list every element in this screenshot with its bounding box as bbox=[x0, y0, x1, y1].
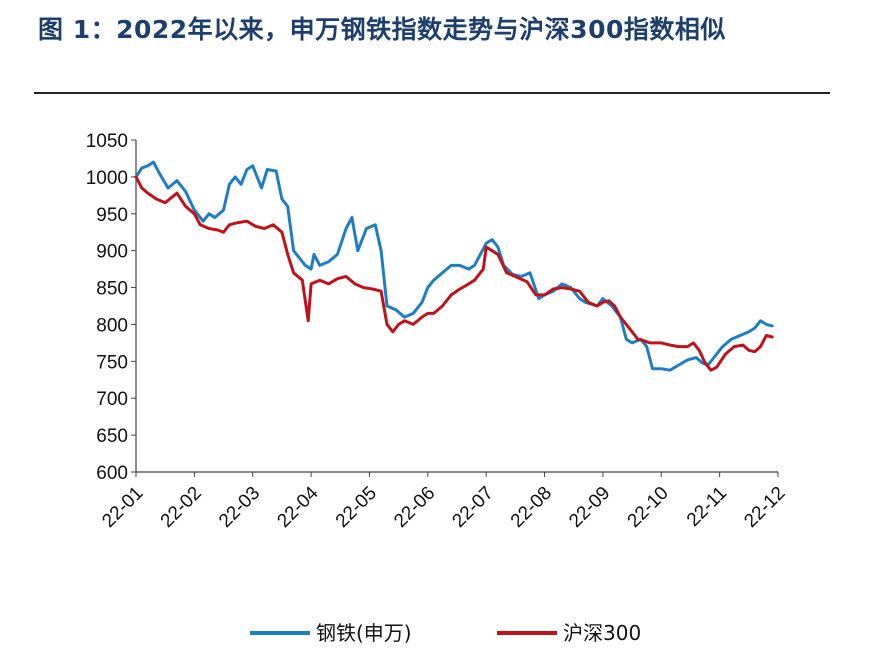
y-tick-label: 900 bbox=[96, 242, 128, 263]
x-tick-label: 22-07 bbox=[448, 483, 497, 532]
legend-label: 钢铁(申万) bbox=[316, 621, 412, 645]
y-tick-label: 1000 bbox=[86, 168, 128, 189]
x-tick-label: 22-05 bbox=[332, 483, 381, 532]
x-tick-label: 22-11 bbox=[683, 483, 731, 531]
legend-label: 沪深300 bbox=[563, 621, 641, 645]
x-tick-label: 22-10 bbox=[624, 483, 673, 532]
x-tick-label: 22-06 bbox=[390, 483, 439, 532]
x-tick-label: 22-12 bbox=[740, 483, 789, 532]
x-tick-label: 22-01 bbox=[98, 483, 147, 532]
series-line-steel bbox=[134, 160, 774, 372]
chart-title: 图 1：2022年以来，申万钢铁指数走势与沪深300指数相似 bbox=[38, 15, 726, 44]
y-tick-label: 1050 bbox=[86, 131, 128, 152]
title-divider bbox=[34, 92, 830, 94]
x-tick-label: 22-04 bbox=[273, 482, 323, 532]
y-tick-label: 700 bbox=[96, 389, 128, 410]
x-tick-label: 22-02 bbox=[157, 483, 206, 532]
x-tick-label: 22-09 bbox=[565, 483, 614, 532]
x-tick-label: 22-03 bbox=[215, 483, 264, 532]
y-tick-label: 800 bbox=[96, 315, 128, 336]
legend: 钢铁(申万) 沪深300 bbox=[250, 621, 641, 645]
x-tick-label: 22-08 bbox=[507, 483, 556, 532]
y-tick-label: 650 bbox=[96, 426, 128, 447]
y-tick-label: 850 bbox=[96, 279, 128, 300]
y-tick-label: 950 bbox=[96, 205, 128, 226]
y-tick-label: 600 bbox=[96, 463, 128, 484]
y-tick-label: 750 bbox=[96, 352, 128, 373]
series-line-csi300 bbox=[134, 175, 774, 372]
series-layer bbox=[134, 160, 774, 372]
